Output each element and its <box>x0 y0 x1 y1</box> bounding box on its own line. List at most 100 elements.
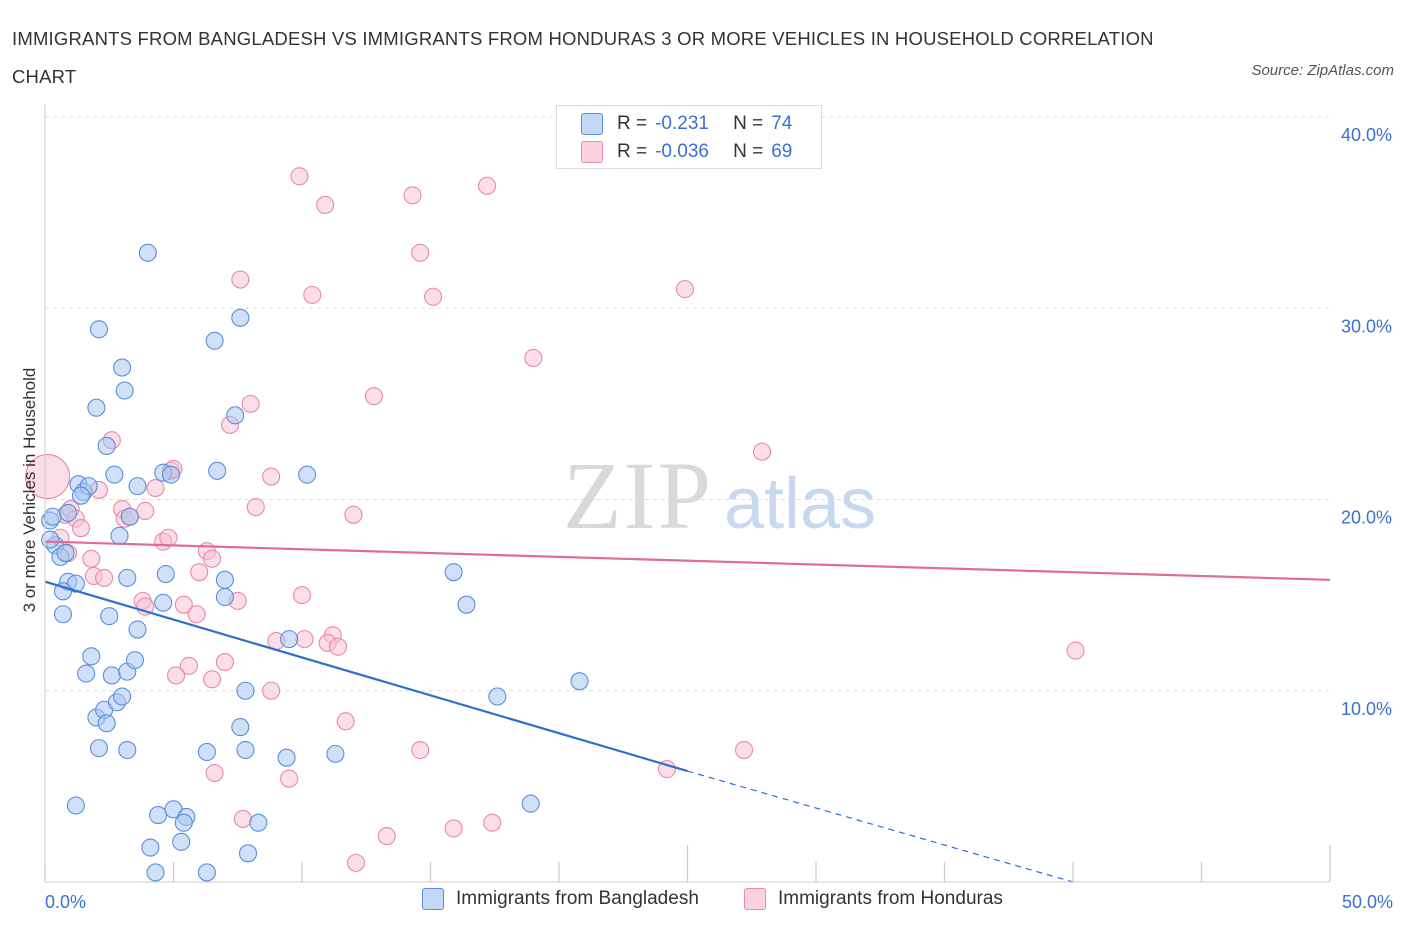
honduras-point <box>167 666 186 685</box>
honduras-point <box>82 549 101 568</box>
honduras-swatch <box>744 888 766 910</box>
y-tick-label: 30.0% <box>1341 316 1392 336</box>
legend-n-label: N = <box>733 141 764 162</box>
honduras-point <box>71 519 91 538</box>
bangladesh-point <box>97 436 116 456</box>
honduras-point <box>246 498 265 517</box>
honduras-point <box>675 280 694 299</box>
honduras-point <box>215 653 234 672</box>
bangladesh-point <box>488 687 507 706</box>
bangladesh-point <box>172 832 191 851</box>
bangladesh-point <box>521 794 540 813</box>
bangladesh-point <box>236 740 255 760</box>
honduras-point <box>316 195 335 215</box>
honduras-point <box>752 442 772 461</box>
honduras-point <box>231 270 250 289</box>
bangladesh-point <box>89 739 109 758</box>
bangladesh-point <box>457 595 476 614</box>
watermark-atlas: atlas <box>724 464 876 544</box>
legend-row-bangladesh: R = -0.231 N = 74 <box>581 112 792 136</box>
bangladesh-point <box>100 607 119 626</box>
honduras-point <box>292 586 312 605</box>
chart-title: IMMIGRANTS FROM BANGLADESH VS IMMIGRANTS… <box>12 28 1154 87</box>
honduras-point <box>364 387 384 406</box>
bangladesh-trend-line <box>44 580 688 773</box>
bangladesh-point <box>215 570 234 589</box>
honduras-point <box>328 637 348 656</box>
bangladesh-point <box>570 672 589 691</box>
bangladesh-point <box>43 507 62 526</box>
trend-lines <box>44 540 1331 883</box>
watermark-zip: ZIP <box>563 442 713 549</box>
honduras-r-value: -0.036 <box>655 141 709 162</box>
honduras-point <box>411 740 430 760</box>
bangladesh-point <box>105 465 124 484</box>
bangladesh-point <box>82 647 101 666</box>
honduras-point <box>179 656 198 675</box>
legend-row-honduras: R = -0.036 N = 69 <box>581 140 792 164</box>
bangladesh-legend-label: Immigrants from Bangladesh <box>456 888 699 909</box>
honduras-n-value: 69 <box>771 141 793 162</box>
bangladesh-point <box>118 740 137 760</box>
legend-n-label: N = <box>733 113 764 134</box>
bangladesh-point <box>66 796 85 815</box>
honduras-point <box>377 827 396 846</box>
bangladesh-point <box>298 465 317 484</box>
honduras-point <box>262 681 281 700</box>
bangladesh-point <box>231 718 250 737</box>
bangladesh-point <box>125 651 144 670</box>
honduras-point <box>25 453 71 500</box>
bangladesh-point <box>53 605 73 624</box>
y-axis-label: 3 or more Vehicles in Household <box>20 367 39 613</box>
honduras-point <box>344 505 363 524</box>
bangladesh-point <box>41 530 60 549</box>
bangladesh-point <box>231 308 250 327</box>
bangladesh-point <box>161 465 180 484</box>
bangladesh-r-value: -0.231 <box>655 113 709 134</box>
bangladesh-point <box>277 748 296 767</box>
grid-layer: 10.0% 20.0% 30.0% 40.0% <box>45 116 1392 719</box>
bangladesh-n-value: 74 <box>771 113 793 134</box>
bangladesh-point <box>113 358 132 377</box>
bangladesh-point <box>141 838 160 857</box>
honduras-point <box>477 176 497 195</box>
honduras-point <box>734 740 754 760</box>
bangladesh-point <box>226 406 245 425</box>
honduras-point <box>303 285 322 304</box>
honduras-point <box>203 670 222 689</box>
bottom-legend-honduras: Immigrants from Honduras <box>744 888 1003 910</box>
honduras-point <box>295 630 314 649</box>
honduras-point <box>159 528 178 547</box>
honduras-point <box>187 605 206 624</box>
honduras-point <box>411 243 430 262</box>
bangladesh-point <box>156 565 175 584</box>
bangladesh-point <box>146 863 165 882</box>
honduras-point <box>233 809 252 828</box>
bangladesh-point <box>197 863 216 882</box>
honduras-trend-line <box>44 540 1331 581</box>
bangladesh-point <box>118 568 137 587</box>
bangladesh-point <box>280 630 299 649</box>
honduras-point <box>241 394 260 413</box>
honduras-point <box>203 549 222 568</box>
x-tick-label: 50.0% <box>1342 892 1393 912</box>
honduras-point <box>1066 641 1085 660</box>
bangladesh-point <box>326 744 345 763</box>
chart-source: Source: ZipAtlas.com <box>1251 62 1394 79</box>
bangladesh-point <box>174 813 193 832</box>
honduras-point <box>336 712 355 731</box>
honduras-point <box>444 819 463 838</box>
honduras-points <box>25 167 1085 872</box>
honduras-point <box>524 348 543 368</box>
honduras-point <box>190 563 209 582</box>
axes: 0.0% 50.0% <box>44 104 1393 912</box>
bangladesh-point <box>154 593 173 612</box>
bangladesh-point <box>59 503 78 522</box>
bangladesh-point <box>97 714 116 733</box>
bangladesh-point <box>208 461 227 480</box>
bangladesh-point <box>115 381 134 400</box>
honduras-point <box>174 595 193 614</box>
bangladesh-point <box>215 587 234 607</box>
bangladesh-point <box>444 563 463 582</box>
bangladesh-swatch <box>581 113 603 135</box>
